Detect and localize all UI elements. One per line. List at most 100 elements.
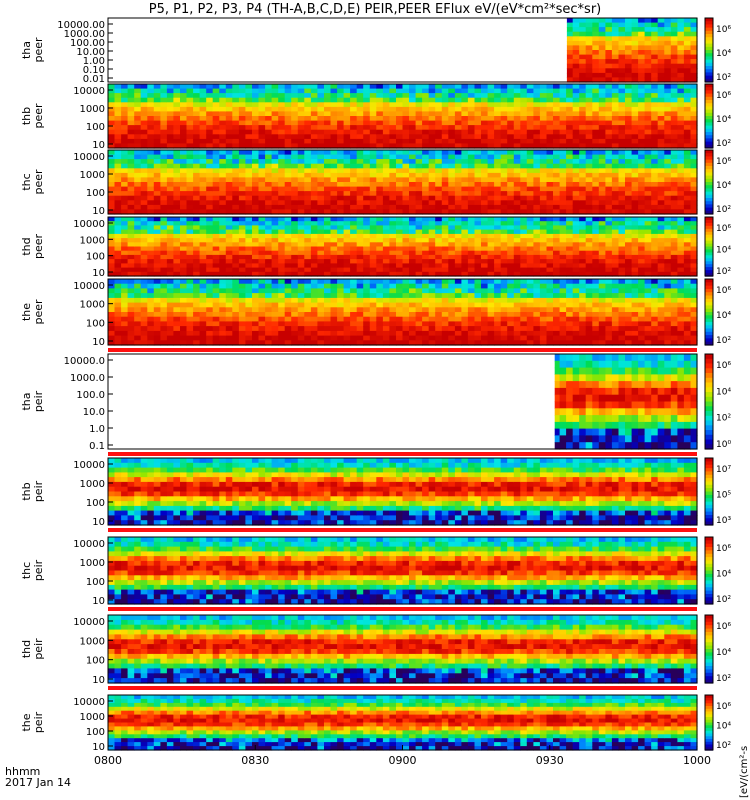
heatmap-cell: [153, 125, 161, 131]
heatmap-cell: [219, 279, 227, 285]
heatmap-cell: [507, 186, 515, 192]
heatmap-cell: [683, 163, 691, 169]
heatmap-cell: [579, 84, 587, 90]
heatmap-cell: [219, 225, 227, 231]
heatmap-cell: [605, 84, 613, 90]
heatmap-cell: [585, 102, 593, 108]
heatmap-cell: [284, 134, 292, 140]
heatmap-cell: [238, 134, 246, 140]
heatmap-cell: [396, 312, 404, 318]
heatmap-cell: [225, 93, 233, 99]
heatmap-cell: [134, 168, 142, 174]
heatmap-cell: [193, 225, 201, 231]
heatmap-cell: [153, 238, 161, 243]
heatmap-cell: [611, 84, 619, 90]
heatmap-cell: [618, 246, 626, 252]
heatmap-cell: [402, 172, 410, 179]
heatmap-cell: [134, 129, 142, 135]
heatmap-cell: [134, 134, 142, 140]
heatmap-cell: [664, 97, 672, 103]
heatmap-cell: [317, 102, 325, 108]
heatmap-cell: [409, 302, 417, 308]
heatmap-cell: [304, 138, 312, 145]
heatmap-cell: [134, 209, 142, 215]
heatmap-cell: [219, 340, 227, 346]
colorbar-swatch: [705, 46, 713, 51]
heatmap-cell: [147, 200, 155, 206]
heatmap-cell: [330, 250, 338, 256]
heatmap-cell: [481, 159, 489, 165]
heatmap-cell: [330, 321, 338, 327]
heatmap-cell: [297, 340, 305, 346]
heatmap-cell: [121, 143, 129, 149]
heatmap-cell: [461, 221, 469, 226]
heatmap-cell: [533, 116, 541, 122]
heatmap-cell: [324, 302, 332, 308]
heatmap-cell: [108, 93, 116, 99]
heatmap-cell: [566, 134, 574, 140]
heatmap-cell: [690, 250, 698, 256]
heatmap-cell: [572, 182, 580, 188]
heatmap-cell: [618, 59, 626, 65]
heatmap-cell: [186, 271, 194, 277]
heatmap-cell: [638, 163, 646, 169]
heatmap-cell: [238, 307, 246, 313]
heatmap-cell: [428, 293, 436, 299]
heatmap-cell: [539, 238, 547, 243]
heatmap-cell: [173, 125, 181, 131]
heatmap-cell: [539, 138, 547, 145]
heatmap-cell: [605, 22, 613, 28]
heatmap-cell: [376, 217, 384, 222]
heatmap-cell: [500, 182, 508, 188]
heatmap-cell: [664, 168, 672, 174]
heatmap-cell: [559, 106, 567, 113]
heatmap-cell: [415, 106, 423, 113]
heatmap-cell: [461, 302, 469, 308]
heatmap-cell: [487, 225, 495, 231]
heatmap-cell: [415, 267, 423, 273]
heatmap-cell: [238, 242, 246, 248]
heatmap-cell: [611, 159, 619, 165]
heatmap-cell: [494, 254, 502, 260]
heatmap-cell: [454, 191, 462, 197]
heatmap-cell: [219, 297, 227, 304]
heatmap-cell: [625, 68, 633, 74]
heatmap-cell: [127, 182, 135, 188]
heatmap-cell: [219, 271, 227, 277]
heatmap-cell: [114, 316, 122, 322]
heatmap-cell: [219, 159, 227, 165]
heatmap-cell: [343, 163, 351, 169]
heatmap-cell: [611, 134, 619, 140]
heatmap-cell: [350, 250, 358, 256]
colorbar-swatch: [705, 261, 713, 265]
heatmap-cell: [284, 254, 292, 260]
heatmap-cell: [579, 111, 587, 117]
heatmap-cell: [494, 129, 502, 135]
heatmap-cell: [147, 316, 155, 322]
heatmap-cell: [127, 116, 135, 122]
heatmap-cell: [356, 335, 364, 341]
heatmap-cell: [481, 209, 489, 215]
heatmap-cell: [513, 238, 521, 243]
heatmap-cell: [598, 209, 606, 215]
heatmap-cell: [481, 154, 489, 160]
heatmap-cell: [108, 150, 116, 156]
heatmap-cell: [265, 93, 273, 99]
heatmap-cell: [585, 111, 593, 117]
heatmap-cell: [389, 97, 397, 103]
heatmap-cell: [409, 172, 417, 179]
heatmap-cell: [592, 186, 600, 192]
heatmap-cell: [252, 177, 260, 183]
heatmap-cell: [487, 200, 495, 206]
heatmap-cell: [657, 263, 665, 269]
heatmap-cell: [193, 217, 201, 222]
heatmap-cell: [638, 254, 646, 260]
heatmap-cell: [252, 242, 260, 248]
heatmap-cell: [180, 209, 188, 215]
heatmap-cell: [422, 330, 430, 337]
heatmap-cell: [625, 150, 633, 156]
heatmap-cell: [428, 129, 436, 135]
heatmap-cell: [297, 283, 305, 289]
heatmap-cell: [324, 307, 332, 313]
colorbar-frame: [704, 216, 714, 277]
